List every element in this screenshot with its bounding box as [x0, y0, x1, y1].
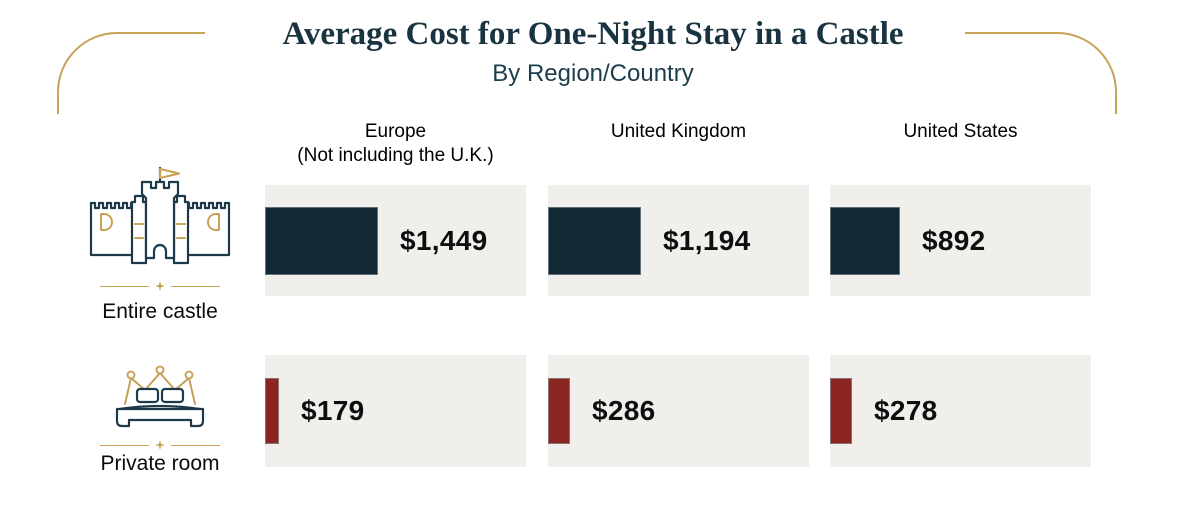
column-label: Europe	[364, 121, 427, 142]
bar-entire-castle-united-states	[830, 206, 900, 275]
sparkle-icon	[155, 440, 165, 450]
column-sublabel: (Not including the U.K.)	[297, 145, 494, 166]
panel-entire-castle-europe: $1,449	[265, 185, 526, 296]
panel-private-room-united-states: $278	[830, 355, 1091, 467]
value-label: $1,449	[400, 224, 488, 256]
panel-entire-castle-united-kingdom: $1,194	[548, 185, 809, 296]
bar-private-room-united-states	[830, 378, 852, 444]
divider-line	[100, 444, 149, 446]
panel-entire-castle-united-states: $892	[830, 185, 1091, 296]
chart-subtitle: By Region/Country	[492, 60, 694, 87]
row-label-private-room: Private room	[100, 452, 220, 475]
divider-line	[100, 285, 149, 287]
bed-icon	[108, 364, 212, 436]
column-header-united-states: United States	[830, 120, 1091, 144]
panel-private-room-united-kingdom: $286	[548, 355, 809, 467]
bar-private-room-europe	[265, 378, 279, 444]
column-label: United Kingdom	[610, 121, 747, 142]
sparkle-divider	[100, 440, 220, 450]
divider-line	[171, 285, 220, 287]
panel-private-room-europe: $179	[265, 355, 526, 467]
value-label: $286	[592, 395, 656, 426]
castle-icon	[88, 166, 232, 272]
column-header-united-kingdom: United Kingdom	[548, 120, 809, 144]
bar-entire-castle-united-kingdom	[548, 206, 641, 275]
bar-private-room-united-kingdom	[548, 378, 570, 444]
value-label: $278	[874, 395, 938, 426]
value-label: $179	[301, 395, 365, 426]
value-label: $1,194	[663, 224, 751, 256]
sparkle-divider	[100, 281, 220, 291]
bar-entire-castle-europe	[265, 206, 378, 275]
chart-title: Average Cost for One-Night Stay in a Cas…	[282, 16, 904, 52]
divider-line	[171, 444, 220, 446]
column-label: United States	[903, 121, 1018, 142]
column-header-europe: Europe (Not including the U.K.)	[265, 120, 526, 168]
value-label: $892	[922, 224, 986, 256]
row-label-entire-castle: Entire castle	[102, 300, 218, 323]
sparkle-icon	[155, 281, 165, 291]
